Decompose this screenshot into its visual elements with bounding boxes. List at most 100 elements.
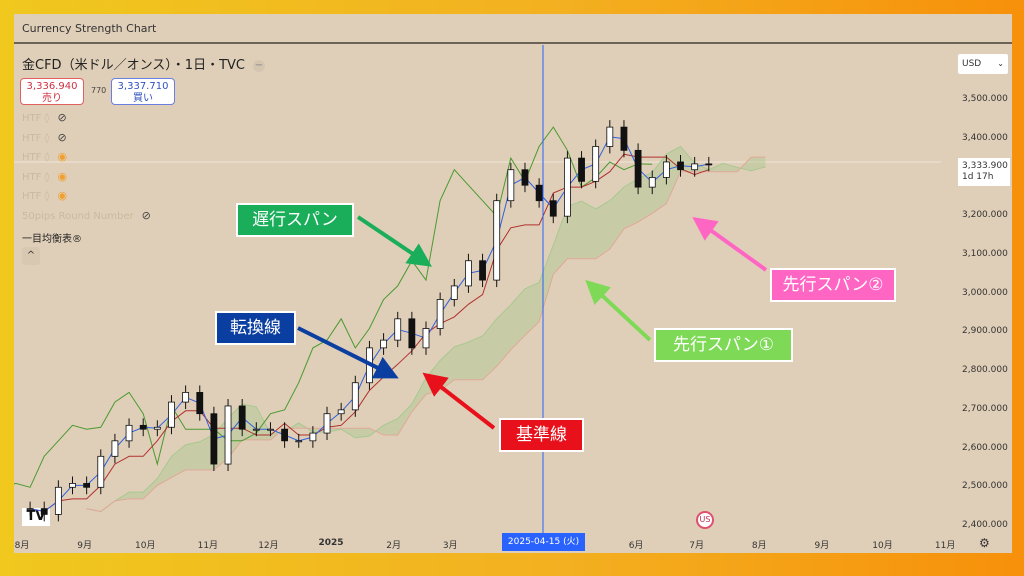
candle [69,483,76,488]
candle [111,440,119,457]
indicator-row[interactable]: HTF ◊ ◉ [22,150,67,163]
gear-icon[interactable]: ⚙ [979,536,990,550]
chikou-span-line [14,126,653,488]
candle [578,157,585,182]
candle [436,299,444,329]
eye-off-icon[interactable]: ⊘ [57,111,67,124]
arrow-span-a [585,279,652,342]
candle [450,285,458,300]
window-title: Currency Strength Chart [14,14,1012,44]
indicator-ichimoku[interactable]: 一目均衡表® [22,234,82,245]
indicator-row[interactable]: 50pips Round Number ⊘ [22,209,151,222]
candle [422,328,430,349]
indicator-row[interactable]: HTF ◊ ⊘ [22,131,67,144]
x-tick-label: 9月 [814,541,830,551]
collapse-indicators-button[interactable]: ^ [22,247,40,265]
annotation-senkou-span-a: 先行スパン① [654,328,793,362]
indicator-label: HTF ◊ [22,171,50,183]
x-tick-label: 2025 [318,538,344,548]
candle [493,200,501,281]
candle [549,200,557,217]
candle [648,177,656,188]
buy-label: 買い [133,93,153,104]
candle [196,392,204,415]
symbol-title: 金CFD（米ドル／オンス）・1日・TVC − [22,54,265,73]
buy-button[interactable]: 3,337.710 買い [111,78,175,105]
candle [295,440,303,443]
candle [323,413,331,434]
indicator-label: HTF ◊ [22,132,50,144]
candle [337,409,345,415]
y-tick-label: 2,600.000 [962,442,1008,453]
y-tick-label: 3,100.000 [962,248,1008,259]
eye-icon[interactable]: ◉ [57,150,68,163]
x-tick-label: 11月 [197,541,219,551]
candle [26,508,34,511]
candle [182,392,190,403]
chevron-down-icon: ⌄ [997,59,1004,68]
x-tick-label: 10月 [134,541,156,551]
candle [281,428,289,442]
candle [309,432,317,442]
sell-button[interactable]: 3,336.940 売り [20,78,84,105]
us-flag-event-icon[interactable]: US [696,511,714,529]
x-tick-label: 9月 [77,541,92,551]
candle [521,169,529,186]
last-price-value: 3,333.900 [962,161,1008,171]
arrow-span-b [692,216,768,272]
candle [267,428,274,431]
symbol-name: 金CFD（米ドル／オンス）・1日・TVC [22,58,245,73]
eye-off-icon[interactable]: ⊘ [57,130,67,144]
y-tick-label: 2,500.000 [962,481,1008,492]
indicator-row[interactable]: HTF ◊ ◉ [22,170,67,183]
candle [83,483,91,488]
indicator-label: HTF ◊ [22,152,50,163]
eye-icon[interactable]: ◉ [57,189,68,202]
x-tick-label: 3月 [442,541,458,551]
y-tick-label: 2,800.000 [962,365,1008,376]
candle [40,508,48,515]
candle [592,146,600,182]
candle [125,424,133,442]
candle [238,405,246,430]
candle [54,486,62,515]
x-tick-label: 7月 [689,541,705,551]
candle [408,318,416,349]
candle [662,161,670,178]
annotation-tenkan-sen: 転換線 [215,311,296,345]
x-tick-label: 12月 [258,541,279,551]
candle [606,126,614,147]
indicator-row[interactable]: HTF ◊ ◉ [22,189,67,202]
indicator-label: HTF ◊ [22,191,50,202]
candle [564,157,571,217]
x-tick-label: 8月 [751,541,767,551]
x-tick-label: 8月 [14,541,30,551]
last-price-label: 3,333.900 1d 17h [958,158,1010,186]
y-tick-label: 2,900.000 [962,326,1008,337]
candle [394,318,402,341]
arrow-tenkan [297,326,399,379]
collapse-legend-button[interactable]: − [253,59,265,72]
sell-price: 3,336.940 [26,81,78,92]
annotation-chikou-span: 遅行スパン [236,203,354,237]
y-tick-label: 3,400.000 [962,132,1008,143]
currency-select[interactable]: USD ⌄ [958,54,1008,74]
indicator-row[interactable]: HTF ◊ ⊘ [22,111,67,124]
eye-off-icon[interactable]: ⊘ [141,208,151,222]
candle [210,413,218,465]
x-tick-label: 6月 [628,541,644,551]
indicator-label: 50pips Round Number [22,210,134,222]
candle [168,401,175,428]
candle [153,426,161,430]
eye-icon[interactable]: ◉ [57,169,68,183]
candle [351,382,359,411]
indicator-label: HTF ◊ [22,113,50,124]
candle [380,339,387,349]
candle [705,163,713,166]
candle [139,424,147,430]
candle [97,455,105,488]
arrow-chikou [356,215,432,267]
y-tick-label: 3,200.000 [962,210,1008,221]
bar-countdown: 1d 17h [962,172,994,182]
